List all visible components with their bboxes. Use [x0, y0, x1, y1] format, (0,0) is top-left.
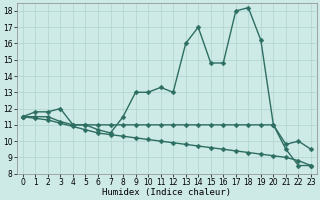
X-axis label: Humidex (Indice chaleur): Humidex (Indice chaleur)	[102, 188, 231, 197]
